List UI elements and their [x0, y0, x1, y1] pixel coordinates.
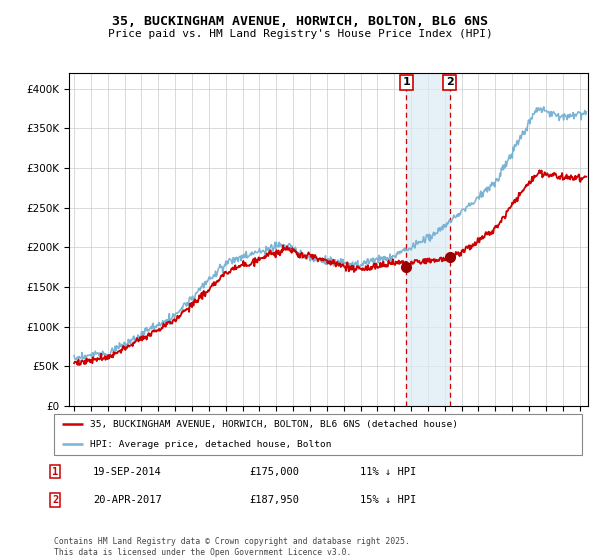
Text: Contains HM Land Registry data © Crown copyright and database right 2025.
This d: Contains HM Land Registry data © Crown c… [54, 537, 410, 557]
Text: Price paid vs. HM Land Registry's House Price Index (HPI): Price paid vs. HM Land Registry's House … [107, 29, 493, 39]
Text: 15% ↓ HPI: 15% ↓ HPI [360, 495, 416, 505]
Text: 11% ↓ HPI: 11% ↓ HPI [360, 466, 416, 477]
Text: 19-SEP-2014: 19-SEP-2014 [93, 466, 162, 477]
Text: £187,950: £187,950 [249, 495, 299, 505]
Text: 35, BUCKINGHAM AVENUE, HORWICH, BOLTON, BL6 6NS (detached house): 35, BUCKINGHAM AVENUE, HORWICH, BOLTON, … [90, 420, 458, 429]
Text: 20-APR-2017: 20-APR-2017 [93, 495, 162, 505]
Text: HPI: Average price, detached house, Bolton: HPI: Average price, detached house, Bolt… [90, 440, 331, 449]
Text: £175,000: £175,000 [249, 466, 299, 477]
Text: 35, BUCKINGHAM AVENUE, HORWICH, BOLTON, BL6 6NS: 35, BUCKINGHAM AVENUE, HORWICH, BOLTON, … [112, 15, 488, 27]
Text: 1: 1 [403, 77, 410, 87]
FancyBboxPatch shape [54, 414, 582, 455]
Text: 2: 2 [446, 77, 454, 87]
Bar [406, 73, 450, 406]
Text: 1: 1 [52, 466, 58, 477]
Text: 2: 2 [52, 495, 58, 505]
